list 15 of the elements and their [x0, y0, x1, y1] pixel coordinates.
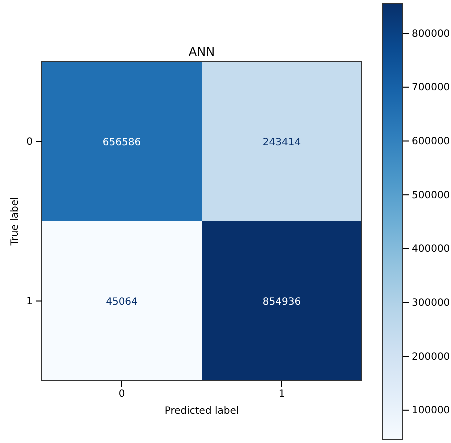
x-axis-title: Predicted label [164, 406, 240, 417]
color-bar-label: 100000 [412, 406, 450, 417]
color-bar-label: 200000 [412, 352, 450, 363]
color-bar-label: 400000 [412, 244, 450, 256]
color-bar-label: 700000 [412, 82, 450, 94]
color-bar-label: 600000 [412, 136, 450, 148]
data-label: 45064 [106, 296, 138, 308]
data-label: 854936 [262, 296, 302, 308]
color-bar-label: 800000 [412, 28, 450, 40]
data-label: 656586 [102, 137, 142, 148]
data-label: 243414 [262, 137, 302, 148]
color-bar-label: 500000 [412, 190, 450, 202]
y-axis-title: True label [10, 197, 21, 247]
chart-title: ANN [188, 45, 216, 59]
color-bar-label: 300000 [412, 298, 450, 309]
